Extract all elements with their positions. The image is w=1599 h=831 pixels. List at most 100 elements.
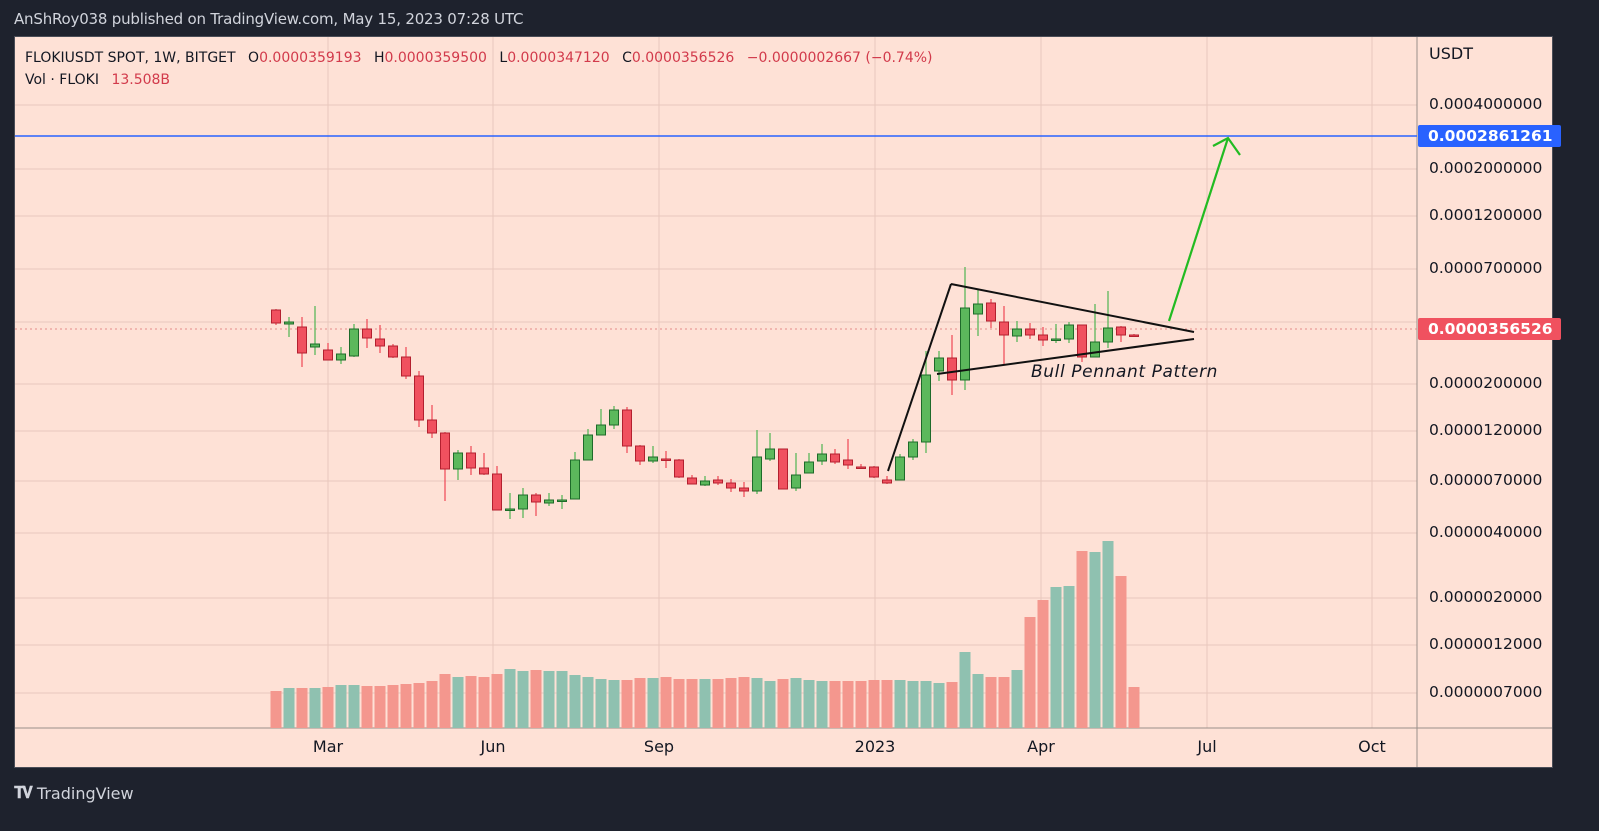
volume-bar xyxy=(413,683,425,728)
volume-bar xyxy=(920,681,932,728)
candle-body xyxy=(349,328,359,357)
time-tick-label: Jul xyxy=(1197,737,1217,756)
symbol-label[interactable]: FLOKIUSDT SPOT, 1W, BITGET xyxy=(25,50,236,66)
price-tick-label: 0.0000700000 xyxy=(1429,259,1543,277)
volume-bar xyxy=(634,678,646,728)
volume-bar xyxy=(790,678,802,728)
candle-body xyxy=(999,321,1009,336)
candle-body xyxy=(1051,338,1061,341)
volume-bar xyxy=(283,688,295,728)
arrow-head-icon xyxy=(1212,136,1241,156)
breakout-arrow-icon xyxy=(1167,137,1230,322)
volume-bar xyxy=(1076,551,1088,728)
price-tick-label: 0.0000120000 xyxy=(1429,421,1543,439)
candle-body xyxy=(947,357,957,381)
volume-bar xyxy=(842,681,854,728)
candle-body xyxy=(1012,328,1022,337)
pennant-upper-line xyxy=(950,283,1195,333)
volume-bar xyxy=(660,677,672,728)
candle-body xyxy=(427,419,437,434)
volume-bar xyxy=(933,683,945,728)
high-value: 0.0000359500 xyxy=(384,50,487,66)
price-tick-label: 0.0000200000 xyxy=(1429,374,1543,392)
candle-body xyxy=(635,445,645,462)
volume-bar xyxy=(400,684,412,728)
candle-body xyxy=(271,309,281,324)
candle-body xyxy=(401,356,411,377)
candle-body xyxy=(518,494,528,510)
volume-bar xyxy=(1115,576,1127,728)
candle-body xyxy=(1129,334,1139,337)
volume-bar xyxy=(998,677,1010,728)
time-tick-label: Oct xyxy=(1358,737,1386,756)
volume-bar xyxy=(309,688,321,728)
brand-name: TradingView xyxy=(36,783,134,803)
volume-bar xyxy=(894,680,906,728)
volume-bar xyxy=(751,678,763,728)
volume-bar xyxy=(361,686,373,728)
bull-pennant-label[interactable]: Bull Pennant Pattern xyxy=(1031,362,1219,382)
tradingview-brand[interactable]: 𝐓𝐕 TradingView xyxy=(14,783,134,803)
time-tick-label: 2023 xyxy=(854,737,896,756)
volume-bar xyxy=(738,677,750,728)
volume-bar xyxy=(465,676,477,728)
chart-legend: FLOKIUSDT SPOT, 1W, BITGET O0.0000359193… xyxy=(25,47,933,91)
volume-bar xyxy=(959,652,971,728)
candle-body xyxy=(882,479,892,484)
candle-body xyxy=(297,326,307,354)
volume-bar xyxy=(569,675,581,728)
published-by-header: AnShRoy038 published on TradingView.com,… xyxy=(14,10,524,28)
volume-bar xyxy=(374,686,386,728)
candle-body xyxy=(557,499,567,502)
chart-panel[interactable]: FLOKIUSDT SPOT, 1W, BITGET O0.0000359193… xyxy=(14,36,1561,768)
volume-bar xyxy=(517,671,529,728)
high-label: H xyxy=(373,50,385,66)
price-tick-label: 0.0000007000 xyxy=(1429,683,1543,701)
low-value: 0.0000347120 xyxy=(507,50,610,66)
low-label: L xyxy=(499,50,508,66)
candle-body xyxy=(1038,334,1048,341)
candle-body xyxy=(661,458,671,461)
candle-body xyxy=(583,434,593,461)
volume-bar xyxy=(621,680,633,728)
candlestick-chart[interactable] xyxy=(15,37,1552,767)
volume-bar xyxy=(673,679,685,728)
volume-bar xyxy=(985,677,997,728)
volume-bar xyxy=(556,671,568,728)
volume-bar xyxy=(1024,617,1036,728)
volume-bar xyxy=(387,685,399,728)
volume-bar xyxy=(699,679,711,728)
candle-body xyxy=(986,302,996,322)
volume-bar xyxy=(803,680,815,728)
candle-body xyxy=(453,452,463,470)
volume-bar xyxy=(426,681,438,728)
volume-bar xyxy=(881,680,893,728)
candle-body xyxy=(765,448,775,460)
candle-body xyxy=(934,357,944,372)
volume-label[interactable]: Vol · FLOKI xyxy=(25,72,99,88)
volume-value: 13.508B xyxy=(111,72,171,88)
volume-bar xyxy=(1011,670,1023,728)
volume-bar xyxy=(777,679,789,728)
flagpole-line xyxy=(887,283,952,472)
candle-body xyxy=(362,328,372,339)
volume-bar xyxy=(296,688,308,728)
volume-bar xyxy=(647,678,659,728)
candle-body xyxy=(388,345,398,358)
volume-bar xyxy=(725,678,737,728)
candle-body xyxy=(414,375,424,421)
volume-bar xyxy=(829,681,841,728)
volume-bar xyxy=(491,674,503,728)
candle-body xyxy=(284,321,294,325)
candle-body xyxy=(830,453,840,463)
candle-body xyxy=(479,467,489,475)
candle-body xyxy=(700,480,710,486)
volume-bar xyxy=(608,680,620,728)
price-tick-label: 0.0002000000 xyxy=(1429,159,1543,177)
price-tick-label: 0.0000040000 xyxy=(1429,523,1543,541)
volume-bar xyxy=(1063,586,1075,728)
pennant-lower-line xyxy=(936,338,1195,375)
time-tick-label: Sep xyxy=(643,737,675,756)
candle-body xyxy=(687,477,697,485)
candle-body xyxy=(869,466,879,478)
